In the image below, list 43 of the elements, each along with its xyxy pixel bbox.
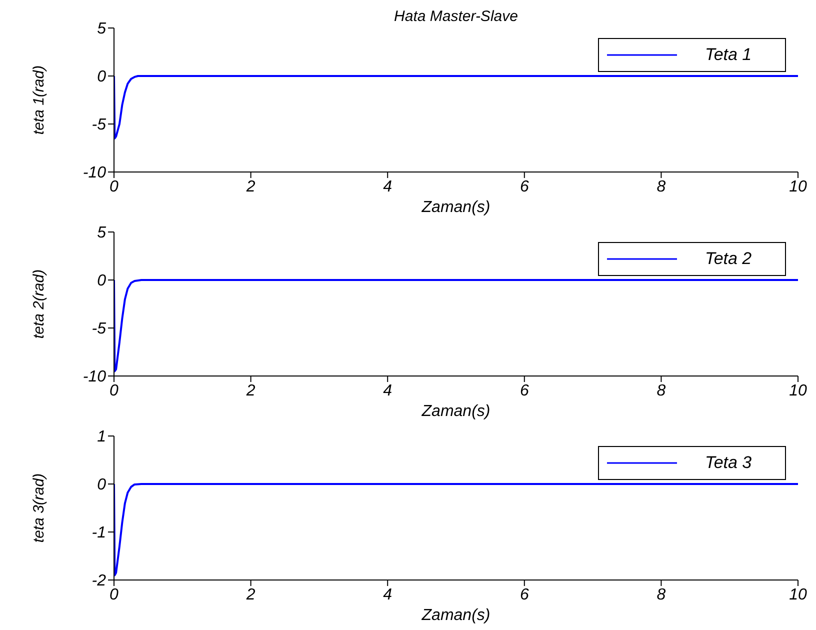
x-tick-label: 10 (789, 178, 807, 196)
x-tick-label: 0 (110, 382, 119, 400)
x-tick-label: 4 (383, 586, 392, 604)
legend-label: Teta 1 (705, 45, 752, 65)
y-axis-title: teta 2(rad) (30, 269, 48, 339)
x-tick-label: 4 (383, 382, 392, 400)
x-tick-label: 4 (383, 178, 392, 196)
y-tick-label: 5 (97, 224, 106, 242)
line-series (114, 279, 798, 372)
x-tick-label: 2 (245, 586, 256, 604)
x-tick-label: 2 (245, 382, 256, 400)
y-tick-label: 0 (97, 272, 106, 290)
x-tick-label: 10 (789, 382, 807, 400)
y-tick-label: -2 (92, 572, 106, 590)
y-tick-label: -5 (92, 116, 106, 134)
y-tick-label: 5 (97, 20, 106, 38)
x-tick-label: 8 (656, 586, 666, 604)
y-tick-label: -5 (92, 320, 106, 338)
line-series (114, 483, 798, 576)
x-tick-label: 0 (110, 586, 119, 604)
x-tick-label: 6 (520, 586, 529, 604)
y-tick-label: 0 (97, 476, 106, 494)
x-axis-title: Zaman(s) (420, 199, 490, 216)
x-tick-label: 0 (110, 178, 119, 196)
x-tick-label: 8 (656, 382, 666, 400)
x-tick-label: 2 (245, 178, 256, 196)
y-tick-label: 0 (97, 68, 106, 86)
line-series (114, 75, 798, 140)
chart-title: Hata Master-Slave (393, 8, 519, 25)
y-tick-label: 1 (97, 428, 106, 446)
y-tick-label: -1 (92, 524, 106, 542)
x-axis-title: Zaman(s) (420, 607, 490, 624)
x-tick-label: 8 (656, 178, 666, 196)
x-tick-label: 6 (520, 178, 529, 196)
y-tick-label: -10 (82, 368, 106, 386)
y-tick-label: -10 (82, 164, 106, 182)
y-axis-title: teta 3(rad) (30, 473, 48, 543)
legend-label: Teta 2 (705, 249, 752, 269)
x-axis-title: Zaman(s) (420, 403, 490, 420)
legend-label: Teta 3 (705, 453, 752, 473)
y-axis-title: teta 1(rad) (30, 65, 48, 135)
x-tick-label: 6 (520, 382, 529, 400)
x-tick-label: 10 (789, 586, 807, 604)
